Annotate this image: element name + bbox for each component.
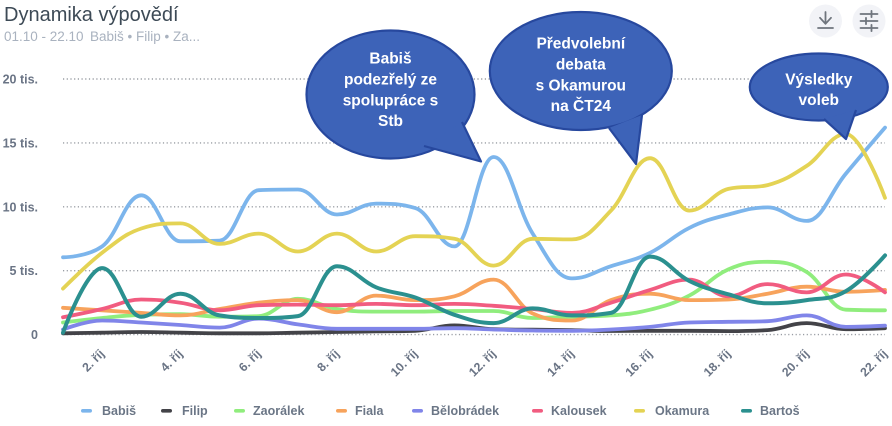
svg-text:na ČT24: na ČT24: [551, 97, 612, 115]
svg-text:spolupráce s: spolupráce s: [343, 92, 439, 109]
svg-text:Babiš • Filip • Za...: Babiš • Filip • Za...: [90, 29, 200, 44]
svg-text:Babiš: Babiš: [369, 51, 411, 68]
svg-text:0: 0: [31, 328, 38, 342]
svg-text:podezřelý ze: podezřelý ze: [344, 72, 437, 89]
svg-text:Bartoš: Bartoš: [760, 404, 800, 418]
svg-text:Bělobrádek: Bělobrádek: [431, 404, 499, 418]
svg-text:Zaorálek: Zaorálek: [253, 404, 304, 418]
svg-text:Fiala: Fiala: [355, 404, 385, 418]
svg-text:Babiš: Babiš: [102, 404, 136, 418]
svg-text:s Okamurou: s Okamurou: [536, 77, 626, 94]
svg-text:Stb: Stb: [378, 113, 403, 130]
svg-text:15 tis.: 15 tis.: [3, 136, 38, 150]
svg-text:20 tis.: 20 tis.: [3, 73, 38, 87]
svg-text:Výsledky: Výsledky: [785, 72, 853, 89]
svg-text:Okamura: Okamura: [655, 404, 710, 418]
svg-text:5 tis.: 5 tis.: [10, 264, 39, 278]
svg-text:10 tis.: 10 tis.: [3, 200, 38, 214]
svg-text:Filip: Filip: [182, 404, 208, 418]
svg-text:voleb: voleb: [799, 92, 839, 109]
svg-text:Předvolební: Předvolební: [536, 36, 625, 53]
svg-text:01.10 - 22.10: 01.10 - 22.10: [4, 29, 84, 44]
svg-text:Dynamika výpovědí: Dynamika výpovědí: [4, 4, 179, 26]
svg-text:debata: debata: [556, 57, 606, 74]
svg-text:Kalousek: Kalousek: [551, 404, 607, 418]
